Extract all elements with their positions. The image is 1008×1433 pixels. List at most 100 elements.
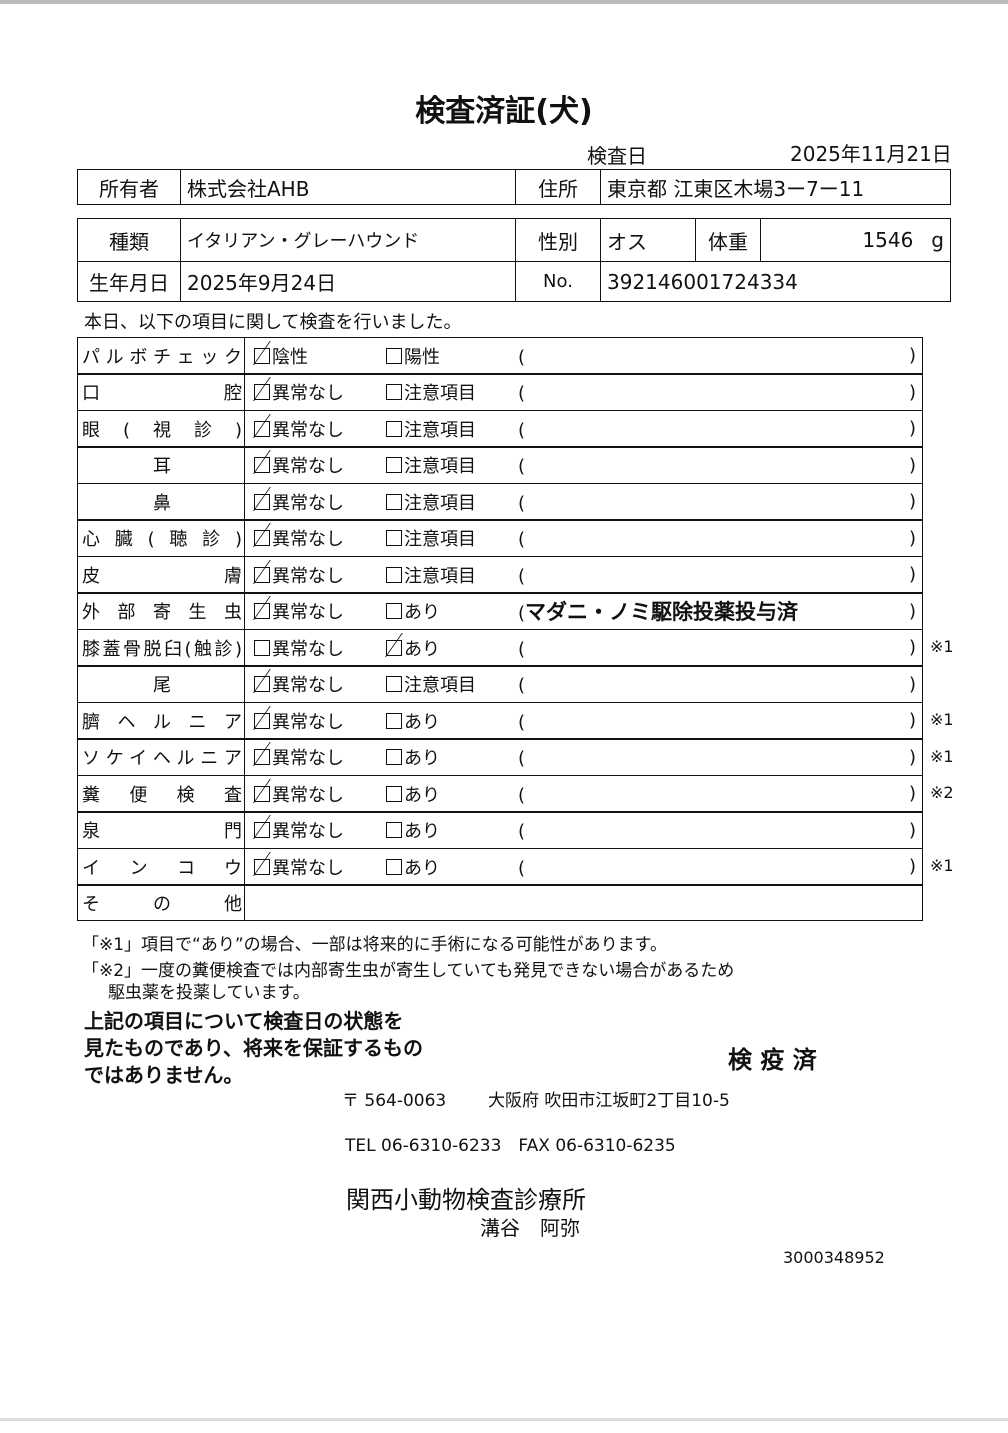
exam-row: 眼(視診) 異常なし 注意項目 () xyxy=(77,410,923,447)
checkbox-icon[interactable] xyxy=(254,457,270,473)
checkbox-icon[interactable] xyxy=(254,858,270,875)
checkbox-option-2[interactable]: 注意項目 xyxy=(386,557,476,592)
checkbox-icon[interactable] xyxy=(386,785,402,802)
checkbox-icon[interactable] xyxy=(386,603,402,619)
footnote-2: 「※2」一度の糞便検査では内部寄生虫が寄生していても発見できない場合があるため xyxy=(82,961,735,981)
row-label: ソケイヘルニア xyxy=(82,748,242,769)
exam-row: 尾 異常なし 注意項目 () xyxy=(77,665,923,703)
checkbox-option-2[interactable]: あり xyxy=(386,849,440,884)
row-label: 泉門 xyxy=(82,821,242,842)
checkbox-option-2[interactable]: 陽性 xyxy=(386,338,440,373)
checkbox-option-2[interactable]: あり xyxy=(386,776,440,811)
checkbox-option-2[interactable]: 注意項目 xyxy=(386,521,476,556)
exam-row: 膝蓋骨脱臼(触診) 異常なし あり () xyxy=(77,629,923,666)
exam-row: パルボチェック 陰性 陽性 () xyxy=(77,337,923,374)
checkbox-option-2[interactable]: 注意項目 xyxy=(386,411,476,446)
footnote-mark: ※2 xyxy=(930,783,954,802)
row-label: 臍ヘルニア xyxy=(82,711,242,733)
checkbox-option-1[interactable]: 異常なし xyxy=(254,448,344,483)
remarks-field: () xyxy=(518,564,916,587)
checkbox-option-1[interactable]: 異常なし xyxy=(254,630,344,665)
checkbox-option-2[interactable]: あり xyxy=(386,813,440,848)
checkbox-option-1[interactable]: 陰性 xyxy=(254,338,308,373)
checkbox-option-1[interactable]: 異常なし xyxy=(254,849,344,884)
checkbox-icon[interactable] xyxy=(254,785,270,802)
checkbox-option-2[interactable]: 注意項目 xyxy=(386,448,476,483)
checkbox-icon[interactable] xyxy=(254,530,270,546)
checkbox-option-1[interactable]: 異常なし xyxy=(254,375,344,410)
exam-row: ソケイヘルニア 異常なし あり () xyxy=(77,738,923,776)
footnote-mark: ※1 xyxy=(930,746,954,766)
checkbox-icon[interactable] xyxy=(254,676,270,692)
checkbox-icon[interactable] xyxy=(386,858,402,875)
checkbox-icon[interactable] xyxy=(386,384,402,400)
checkbox-icon[interactable] xyxy=(254,712,270,729)
checkbox-icon[interactable] xyxy=(386,493,402,510)
address-label: 住所 xyxy=(515,169,601,205)
checkbox-option-2[interactable]: あり xyxy=(386,630,440,665)
checkbox-option-2[interactable]: 注意項目 xyxy=(386,375,476,410)
checkbox-icon[interactable] xyxy=(386,530,402,546)
footnote-1: 「※1」項目で“あり”の場合、一部は将来的に手術になる可能性があります。 xyxy=(82,935,667,955)
checkbox-option-1[interactable]: 異常なし xyxy=(254,776,344,811)
exam-row: 鼻 異常なし 注意項目 () xyxy=(77,483,923,520)
checkbox-icon[interactable] xyxy=(386,347,402,364)
owner-label: 所有者 xyxy=(77,169,181,205)
checkbox-option-1[interactable]: 異常なし xyxy=(254,594,344,629)
owner-value: 株式会社AHB xyxy=(180,169,516,205)
checkbox-icon[interactable] xyxy=(386,712,402,729)
checkbox-icon[interactable] xyxy=(386,457,402,473)
checkbox-icon[interactable] xyxy=(254,493,270,510)
checkbox-option-2[interactable]: あり xyxy=(386,740,440,775)
checkbox-option-1[interactable]: 異常なし xyxy=(254,521,344,556)
checkbox-icon[interactable] xyxy=(254,420,270,437)
checkbox-icon[interactable] xyxy=(254,566,270,583)
checkbox-option-1[interactable]: 異常なし xyxy=(254,813,344,848)
remarks-field: () xyxy=(518,345,916,368)
exam-row: 泉門 異常なし あり () xyxy=(77,811,923,849)
exam-row: 耳 異常なし 注意項目 () xyxy=(77,446,923,484)
exam-row: 心臓(聴診) 異常なし 注意項目 () xyxy=(77,519,923,557)
checkbox-option-2[interactable]: あり xyxy=(386,594,440,629)
weight-label: 体重 xyxy=(695,218,761,262)
checkbox-icon[interactable] xyxy=(386,676,402,692)
checkbox-icon[interactable] xyxy=(386,749,402,765)
weight-value: 1546 g xyxy=(760,218,951,262)
checkbox-option-2[interactable]: 注意項目 xyxy=(386,667,476,702)
sex-label: 性別 xyxy=(515,218,601,262)
checkbox-icon[interactable] xyxy=(386,822,402,838)
checkbox-option-1[interactable]: 異常なし xyxy=(254,667,344,702)
checkbox-option-2[interactable]: 注意項目 xyxy=(386,484,476,519)
checkbox-icon[interactable] xyxy=(254,384,270,400)
row-label: その他 xyxy=(82,894,242,915)
birth-label: 生年月日 xyxy=(77,261,181,302)
row-label: 心臓(聴診) xyxy=(82,529,242,550)
disclaimer: 上記の項目について検査日の状態を 見たものであり、将来を保証するもの ではありません… xyxy=(84,1009,423,1087)
row-label: パルボチェック xyxy=(82,346,242,368)
checkbox-icon[interactable] xyxy=(254,639,270,656)
row-label: 尾 xyxy=(153,675,171,696)
checkbox-option-2[interactable]: あり xyxy=(386,703,440,738)
checkbox-option-1[interactable]: 異常なし xyxy=(254,703,344,738)
sex-value: オス xyxy=(600,218,696,262)
checkbox-icon[interactable] xyxy=(254,749,270,765)
footnote-mark: ※1 xyxy=(930,856,954,875)
row-label: 耳 xyxy=(153,456,171,477)
exam-row: 臍ヘルニア 異常なし あり () xyxy=(77,702,923,739)
checkbox-icon[interactable] xyxy=(254,603,270,619)
checkbox-icon[interactable] xyxy=(386,566,402,583)
checkbox-icon[interactable] xyxy=(254,822,270,838)
checkbox-icon[interactable] xyxy=(386,420,402,437)
checkbox-option-1[interactable]: 異常なし xyxy=(254,411,344,446)
remarks-field: () xyxy=(518,710,916,733)
checkbox-icon[interactable] xyxy=(386,639,402,656)
exam-row-other: その他 xyxy=(77,885,923,921)
remarks-field: (マダニ・ノミ駆除投薬投与済) xyxy=(518,600,916,624)
footnote-mark: ※1 xyxy=(930,710,954,729)
checkbox-icon[interactable] xyxy=(254,347,270,364)
checkbox-option-1[interactable]: 異常なし xyxy=(254,557,344,592)
checkbox-option-1[interactable]: 異常なし xyxy=(254,484,344,519)
remarks-field: () xyxy=(518,527,916,551)
breed-value: イタリアン・グレーハウンド xyxy=(180,218,516,262)
checkbox-option-1[interactable]: 異常なし xyxy=(254,740,344,775)
